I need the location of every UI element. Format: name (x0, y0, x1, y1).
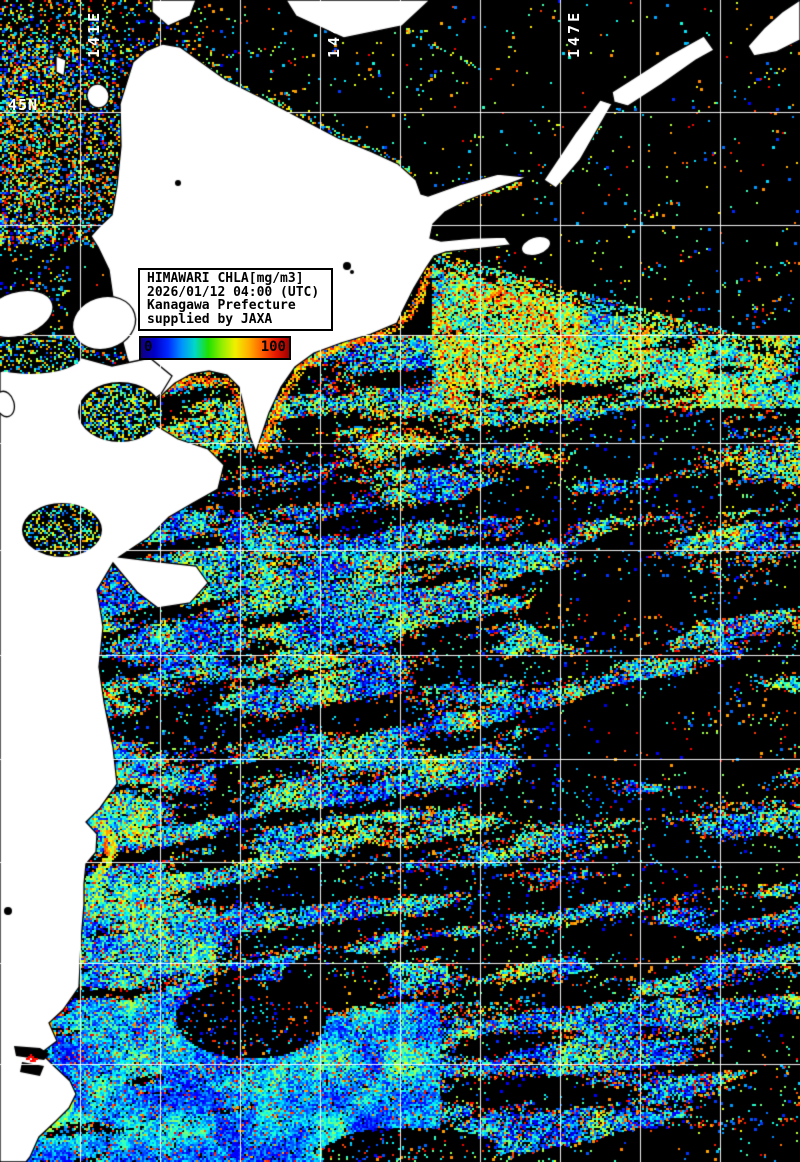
annotation-line-datetime: 2026/01/12 04:00 (UTC) (147, 284, 320, 300)
longitude-label-144e: 144E (325, 9, 343, 58)
colorbar: 0 100 (139, 336, 291, 360)
longitude-label-141e: 141E (85, 9, 103, 58)
colorbar-max-label: 100 (260, 339, 286, 355)
annotation-line-product: HIMAWARI CHLA[mg/m3] (147, 271, 304, 286)
colorbar-min-label: 0 (144, 339, 153, 355)
annotation-line-supplier: supplied by JAXA (147, 311, 273, 327)
annotation-line-prefecture: Kanagawa Prefecture (147, 298, 296, 313)
annotation-box: HIMAWARI CHLA[mg/m3] 2026/01/12 04:00 (U… (138, 268, 333, 331)
latitude-label-45n: 45N (8, 96, 39, 114)
longitude-label-147e: 147E (565, 9, 583, 58)
